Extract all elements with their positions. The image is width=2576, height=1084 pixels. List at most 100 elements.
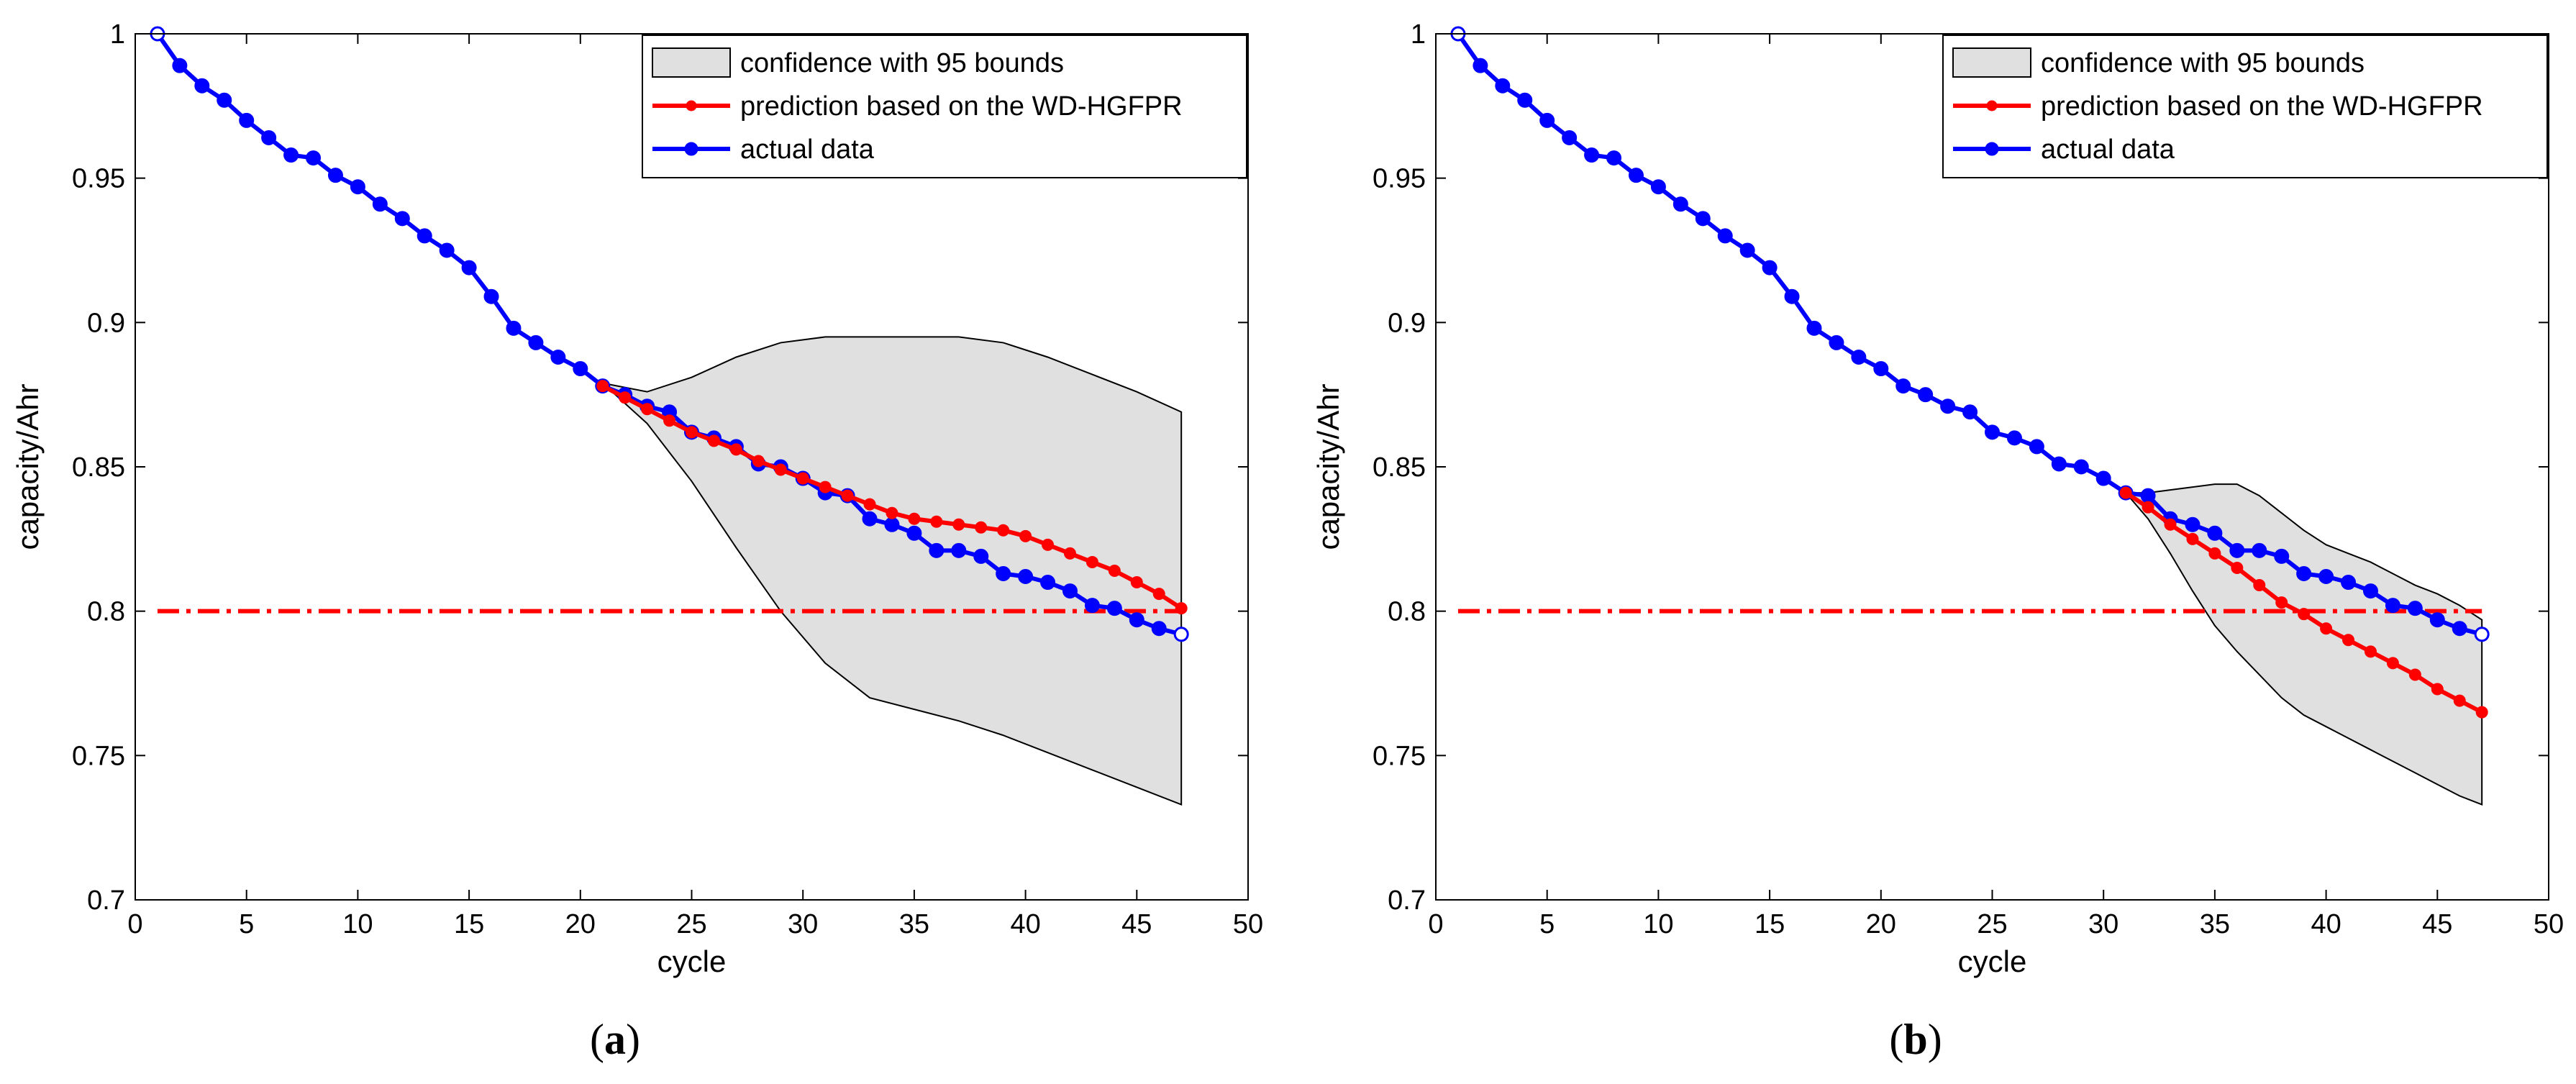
prediction-point — [729, 443, 742, 456]
actual-point — [1106, 601, 1122, 616]
y-tick-label: 0.95 — [1373, 164, 1426, 194]
caption-letter: a — [604, 1016, 626, 1063]
actual-point — [2385, 598, 2400, 614]
actual-point — [439, 242, 455, 258]
prediction-point — [2231, 561, 2244, 574]
actual-point — [1784, 288, 1800, 304]
prediction-point — [952, 518, 965, 531]
actual-point — [951, 542, 967, 558]
legend-swatch-confidence — [652, 47, 731, 78]
actual-point — [1517, 92, 1533, 108]
actual-point — [996, 565, 1011, 581]
x-tick-label: 0 — [127, 909, 142, 939]
x-axis-label: cycle — [1958, 944, 2027, 978]
actual-point — [394, 211, 410, 227]
actual-point — [862, 511, 878, 527]
x-tick-label: 10 — [342, 909, 373, 939]
caption-paren: ) — [1928, 1016, 1942, 1063]
actual-point — [2006, 430, 2022, 446]
actual-point — [1650, 179, 1666, 195]
actual-point — [906, 525, 922, 541]
prediction-point — [619, 391, 632, 404]
actual-point — [1173, 627, 1189, 642]
actual-point — [1873, 361, 1889, 377]
prediction-point — [2253, 579, 2266, 592]
prediction-point — [2164, 518, 2177, 531]
prediction-point — [2342, 634, 2355, 647]
legend-label: confidence with 95 bounds — [2041, 48, 2365, 78]
y-tick-label: 0.75 — [1373, 741, 1426, 771]
actual-point — [1695, 211, 1711, 227]
prediction-point — [2431, 683, 2444, 696]
y-axis-label: capacity/Ahr — [1311, 383, 1345, 550]
actual-point — [2140, 488, 2156, 504]
actual-point — [217, 92, 232, 108]
actual-point — [1962, 404, 1978, 420]
y-tick-label: 0.8 — [87, 597, 125, 627]
actual-point — [1606, 150, 1622, 166]
prediction-point — [975, 521, 988, 534]
prediction-point — [2408, 668, 2421, 681]
prediction-point — [2208, 547, 2221, 560]
x-tick-label: 50 — [1233, 909, 1263, 939]
caption-paren: ( — [590, 1016, 604, 1063]
actual-point — [2362, 583, 2378, 599]
actual-point — [1985, 424, 2000, 440]
legend-swatch-marker — [686, 100, 697, 111]
actual-point — [2051, 456, 2067, 472]
prediction-point — [908, 512, 921, 525]
prediction-point — [774, 463, 787, 476]
actual-point — [973, 548, 989, 564]
prediction-point — [596, 380, 609, 393]
actual-point — [483, 288, 499, 304]
actual-point — [283, 147, 299, 163]
x-tick-label: 45 — [2422, 909, 2452, 939]
panel-caption: (b) — [1889, 1016, 1942, 1063]
legend-label: confidence with 95 bounds — [740, 48, 1064, 78]
prediction-point — [2142, 501, 2154, 514]
y-tick-label: 0.9 — [1388, 308, 1426, 338]
prediction-point — [641, 403, 654, 416]
actual-point — [1918, 387, 1934, 403]
actual-point — [1672, 196, 1688, 212]
actual-point — [1717, 228, 1733, 244]
y-tick-label: 1 — [110, 19, 125, 50]
actual-point — [461, 260, 477, 275]
actual-point — [2407, 601, 2423, 616]
x-tick-label: 20 — [1866, 909, 1896, 939]
actual-point — [2095, 470, 2111, 486]
actual-point — [306, 150, 322, 166]
y-tick-label: 0.85 — [1373, 452, 1426, 483]
x-tick-label: 10 — [1643, 909, 1673, 939]
actual-point — [1584, 147, 1600, 163]
actual-point — [1473, 58, 1488, 73]
actual-point — [1829, 334, 1844, 350]
actual-point — [1940, 398, 1956, 414]
actual-point — [1762, 260, 1778, 275]
actual-point — [2318, 569, 2334, 585]
actual-point — [528, 334, 544, 350]
x-tick-label: 5 — [239, 909, 254, 939]
x-tick-label: 0 — [1428, 909, 1443, 939]
legend-swatch-marker — [684, 142, 698, 156]
x-tick-label: 35 — [899, 909, 929, 939]
actual-point — [1895, 378, 1911, 394]
prediction-point — [819, 480, 832, 493]
legend-swatch-marker — [1986, 100, 1998, 111]
caption-letter: b — [1903, 1016, 1927, 1063]
y-tick-label: 0.85 — [72, 452, 125, 483]
actual-point — [2474, 627, 2490, 642]
actual-point — [1851, 349, 1867, 365]
actual-point — [1806, 320, 1822, 336]
prediction-point — [2320, 622, 2333, 635]
x-axis-label: cycle — [657, 944, 727, 978]
actual-point — [172, 58, 188, 73]
prediction-point — [886, 506, 898, 519]
x-tick-label: 50 — [2534, 909, 2564, 939]
legend-swatch-marker — [1985, 142, 1999, 156]
actual-point — [327, 168, 343, 183]
prediction-point — [1152, 588, 1165, 601]
legend-label: prediction based on the WD-HGFPR — [2041, 91, 2483, 122]
actual-point — [1084, 598, 1100, 614]
